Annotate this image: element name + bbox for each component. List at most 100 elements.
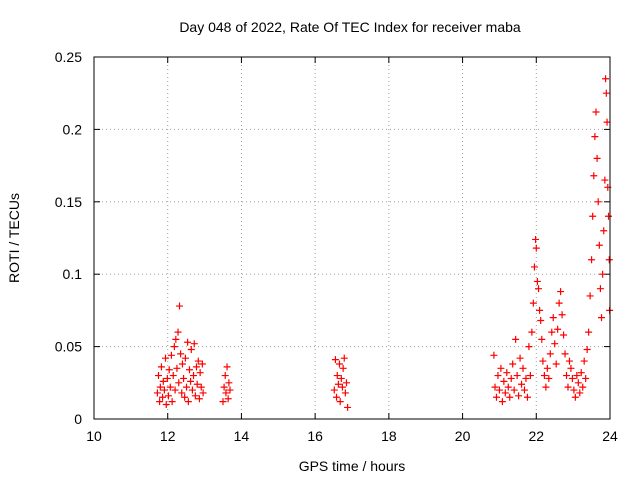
data-point-plus [536, 306, 544, 314]
data-point-plus [157, 363, 165, 371]
axis-ticks: 10 12 14 16 18 20 22 24 0 0.05 0.1 0.15 0.2 0.25 [55, 49, 618, 444]
data-point-plus [586, 292, 594, 300]
data-point-plus [530, 263, 538, 271]
data-point-plus [165, 366, 173, 374]
data-point-plus [501, 389, 509, 397]
data-point-plus [175, 379, 183, 387]
data-point-plus [181, 354, 189, 362]
data-point-plus [338, 383, 346, 391]
data-point-plus [528, 328, 536, 336]
data-point-plus [532, 244, 540, 252]
data-point-plus [190, 372, 198, 380]
data-point-plus [582, 374, 590, 382]
data-point-plus [500, 377, 508, 385]
data-point-plus [561, 350, 569, 358]
data-point-plus [552, 360, 560, 368]
data-point-plus [540, 372, 548, 380]
y-tick-label: 0.05 [55, 339, 82, 355]
data-point-plus [506, 393, 514, 401]
data-point-plus [557, 288, 565, 296]
data-point-plus [184, 338, 192, 346]
data-point-plus [518, 380, 526, 388]
data-point-plus [222, 389, 230, 397]
data-point-plus [187, 345, 195, 353]
data-point-plus [187, 377, 195, 385]
data-point-plus [605, 212, 613, 220]
data-point-plus [497, 364, 505, 372]
data-point-plus [573, 372, 581, 380]
data-point-plus [533, 277, 541, 285]
data-point-plus [168, 398, 176, 406]
data-point-plus [334, 380, 342, 388]
data-point-plus [523, 393, 531, 401]
y-axis-title: ROTI / TECUs [6, 193, 22, 283]
data-point-plus [576, 389, 584, 397]
data-point-plus [339, 364, 347, 372]
data-point-plus [335, 360, 343, 368]
data-point-plus [595, 241, 603, 249]
data-point-plus [534, 285, 542, 293]
data-point-plus [520, 386, 528, 394]
data-point-plus [156, 398, 164, 406]
data-points [153, 75, 614, 411]
data-point-plus [226, 386, 234, 394]
y-tick-label: 0.1 [63, 266, 83, 282]
data-point-plus [191, 392, 199, 400]
data-point-plus [225, 379, 233, 387]
data-point-plus [602, 75, 610, 83]
data-point-plus [539, 357, 547, 365]
data-point-plus [184, 398, 192, 406]
x-tick-label: 24 [602, 428, 618, 444]
data-point-plus [164, 392, 172, 400]
data-point-plus [336, 398, 344, 406]
data-point-plus [224, 395, 232, 403]
data-point-plus [594, 198, 602, 206]
data-point-plus [337, 374, 345, 382]
data-point-plus [156, 383, 164, 391]
data-point-plus [577, 369, 585, 377]
chart-title: Day 048 of 2022, Rate Of TEC Index for r… [179, 19, 521, 35]
data-point-plus [503, 369, 511, 377]
data-point-plus [490, 351, 498, 359]
data-point-plus [178, 360, 186, 368]
data-point-plus [171, 386, 179, 394]
data-point-plus [219, 398, 227, 406]
data-point-plus [176, 302, 184, 310]
data-point-plus [495, 386, 503, 394]
data-point-plus [180, 374, 188, 382]
data-point-plus [588, 256, 596, 264]
data-point-plus [185, 366, 193, 374]
data-point-plus [341, 389, 349, 397]
data-point-plus [196, 369, 204, 377]
data-point-plus [567, 364, 575, 372]
data-point-plus [344, 403, 352, 411]
x-tick-label: 18 [381, 428, 397, 444]
data-point-plus [593, 154, 601, 162]
data-point-plus [538, 335, 546, 343]
data-point-plus [170, 343, 178, 351]
data-point-plus [516, 354, 524, 362]
data-point-plus [155, 372, 162, 380]
data-point-plus [529, 299, 537, 307]
data-point-plus [600, 227, 608, 235]
y-tick-label: 0 [74, 411, 82, 427]
data-point-plus [601, 176, 609, 184]
data-point-plus [583, 345, 591, 353]
data-point-plus [522, 374, 530, 382]
data-point-plus [509, 360, 517, 368]
data-point-plus [507, 374, 515, 382]
data-point-plus [166, 383, 174, 391]
data-point-plus [173, 364, 181, 372]
data-point-plus [193, 380, 201, 388]
data-point-plus [169, 372, 177, 380]
data-point-plus [599, 270, 607, 278]
data-point-plus [162, 354, 170, 362]
data-point-plus [330, 386, 338, 394]
data-point-plus [195, 395, 203, 403]
data-point-plus [603, 118, 611, 126]
grid-lines [94, 57, 610, 419]
data-point-plus [342, 379, 350, 387]
data-point-plus [525, 343, 533, 351]
data-point-plus [558, 311, 566, 319]
